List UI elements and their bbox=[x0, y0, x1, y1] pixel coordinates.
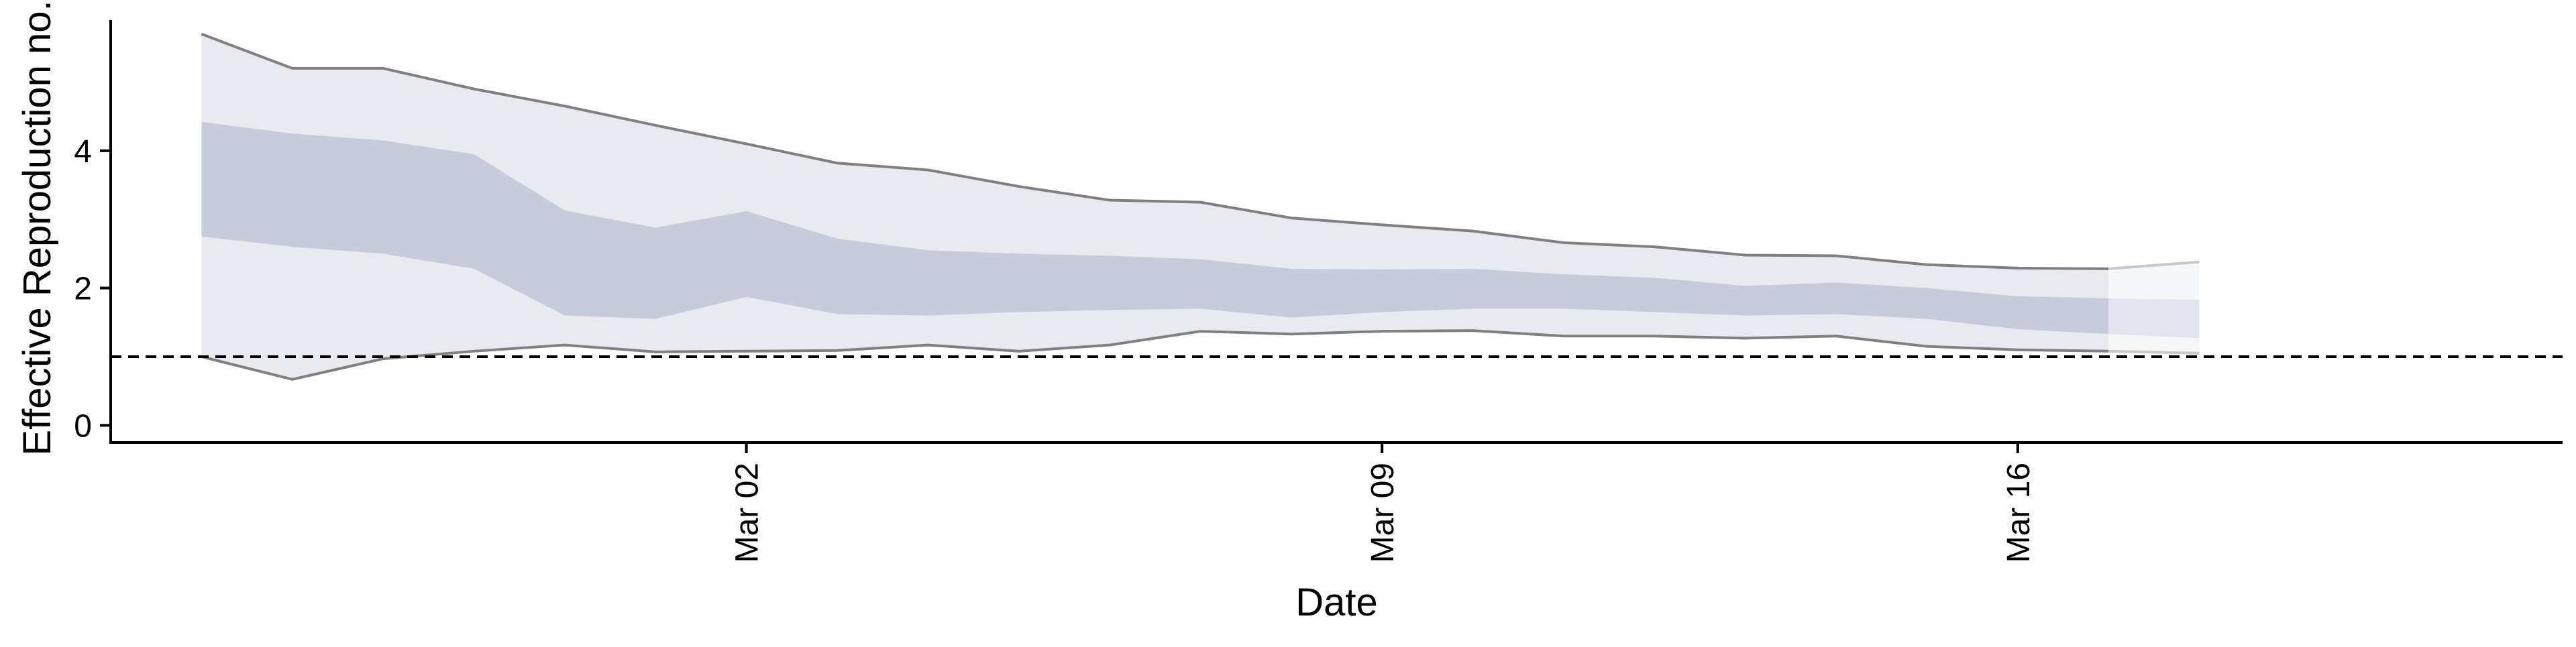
upper-bound-line bbox=[201, 32, 2109, 270]
inner-band-projected bbox=[2108, 298, 2200, 339]
lower-bound-line-projected bbox=[2108, 349, 2200, 355]
x-tick-label: Mar 02 bbox=[730, 463, 765, 563]
x-axis-title: Date bbox=[1295, 581, 1378, 624]
x-tick-label: Mar 16 bbox=[2001, 463, 2037, 563]
credible-bands bbox=[201, 34, 2200, 379]
x-ticks: Mar 02 Mar 09 Mar 16 bbox=[730, 443, 2037, 563]
y-axis-title: Effective Reproduction no. bbox=[15, 0, 59, 455]
inner-band bbox=[201, 121, 2109, 335]
y-tick-label: 4 bbox=[74, 134, 92, 170]
upper-bound-line-projected bbox=[2108, 260, 2200, 270]
x-tick-label: Mar 09 bbox=[1365, 463, 1401, 563]
bound-lines bbox=[201, 32, 2200, 381]
y-tick-label: 0 bbox=[74, 408, 92, 444]
y-tick-label: 2 bbox=[74, 272, 92, 307]
y-ticks: 0 2 4 bbox=[74, 134, 111, 444]
lower-bound-line bbox=[201, 329, 2109, 381]
